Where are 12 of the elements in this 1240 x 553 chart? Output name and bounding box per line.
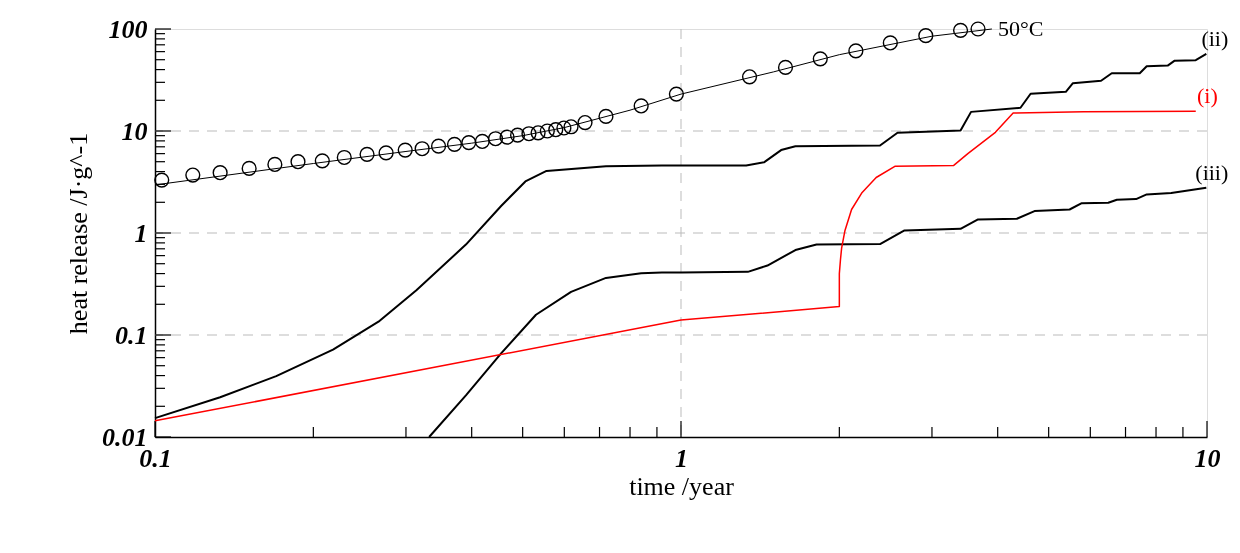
y-axis-title: heat release /J·g^-1 [64,132,93,335]
x-axis-title: time /year [629,471,735,501]
y-tick-label: 0.1 [115,320,148,350]
x-tick-label: 1 [675,443,688,473]
series-label: 50°C [997,16,1044,41]
series-label: (ii) [1201,25,1229,51]
x-tick-label: 10 [1194,443,1221,473]
series-label: (i) [1197,83,1218,109]
y-tick-label: 100 [108,14,148,44]
y-tick-label: 10 [121,116,148,146]
y-tick-label: 1 [134,218,148,248]
series-label: (iii) [1195,159,1229,185]
